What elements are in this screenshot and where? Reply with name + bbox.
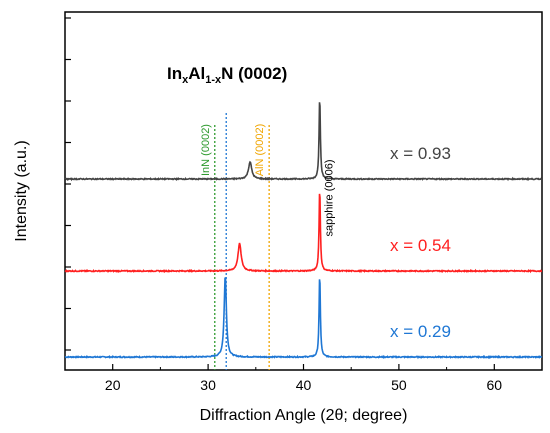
x-axis-title: Diffraction Angle (2θ; degree) (200, 407, 408, 424)
plot-frame (64, 11, 543, 371)
main-annotation: InxAl1-xN (0002) (167, 64, 287, 86)
series-line (64, 277, 543, 360)
x-tick-label: 60 (487, 377, 503, 393)
x-tick-label: 40 (296, 377, 312, 393)
x-tick-label: 20 (105, 377, 121, 393)
series-label: x = 0.93 (390, 144, 451, 163)
reference-line-label: AlN (0002) (254, 124, 266, 177)
x-tick-label: 50 (391, 377, 407, 393)
series-label: x = 0.29 (390, 322, 451, 341)
series-label: x = 0.54 (390, 236, 451, 255)
series-line (64, 193, 543, 274)
reference-line-label: InN (0002) (200, 124, 212, 176)
series-line (64, 102, 543, 182)
y-axis-title: Intensity (a.u.) (13, 140, 30, 241)
x-tick-label: 30 (200, 377, 216, 393)
sapphire-label: sapphire (0006) (324, 159, 336, 236)
